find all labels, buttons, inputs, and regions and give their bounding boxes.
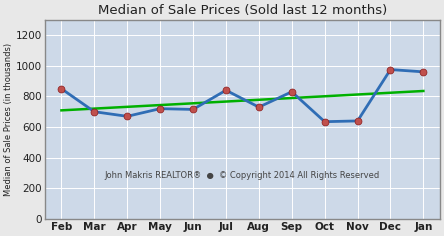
Text: John Makris REALTOR®  ●  © Copyright 2014 All Rights Reserved: John Makris REALTOR® ● © Copyright 2014 … — [105, 171, 380, 180]
Y-axis label: Median of Sale Prices (in thousands): Median of Sale Prices (in thousands) — [4, 43, 13, 196]
Title: Median of Sale Prices (Sold last 12 months): Median of Sale Prices (Sold last 12 mont… — [98, 4, 387, 17]
